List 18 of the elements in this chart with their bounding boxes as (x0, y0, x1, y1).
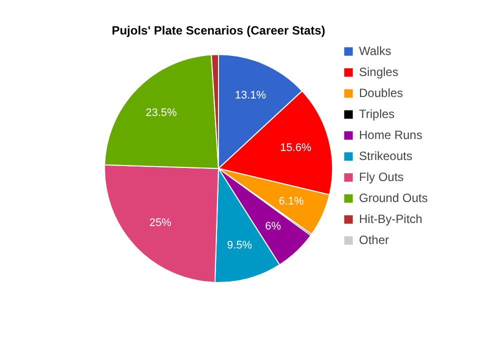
data-label: 13.1% (234, 89, 266, 102)
data-label: 25% (149, 217, 172, 230)
legend-label: Singles (359, 65, 398, 79)
data-label: 23.5% (146, 106, 178, 119)
data-label: 9.5% (227, 239, 252, 252)
data-label: 15.6% (280, 142, 312, 154)
legend-label: Fly Outs (359, 170, 404, 184)
data-label: 6.1% (278, 195, 304, 208)
chart-title: Pujols' Plate Scenarios (Career Stats) (112, 24, 326, 38)
legend-label: Other (359, 233, 390, 247)
legend-label: Triples (359, 107, 395, 121)
legend-label: Walks (359, 44, 392, 58)
legend-label: Ground Outs (359, 191, 428, 205)
legend-label: Hit-By-Pitch (359, 212, 422, 226)
legend-label: Strikeouts (359, 149, 412, 163)
legend-label: Home Runs (359, 128, 422, 142)
data-label: 6% (265, 220, 282, 233)
legend-label: Doubles (359, 86, 404, 100)
